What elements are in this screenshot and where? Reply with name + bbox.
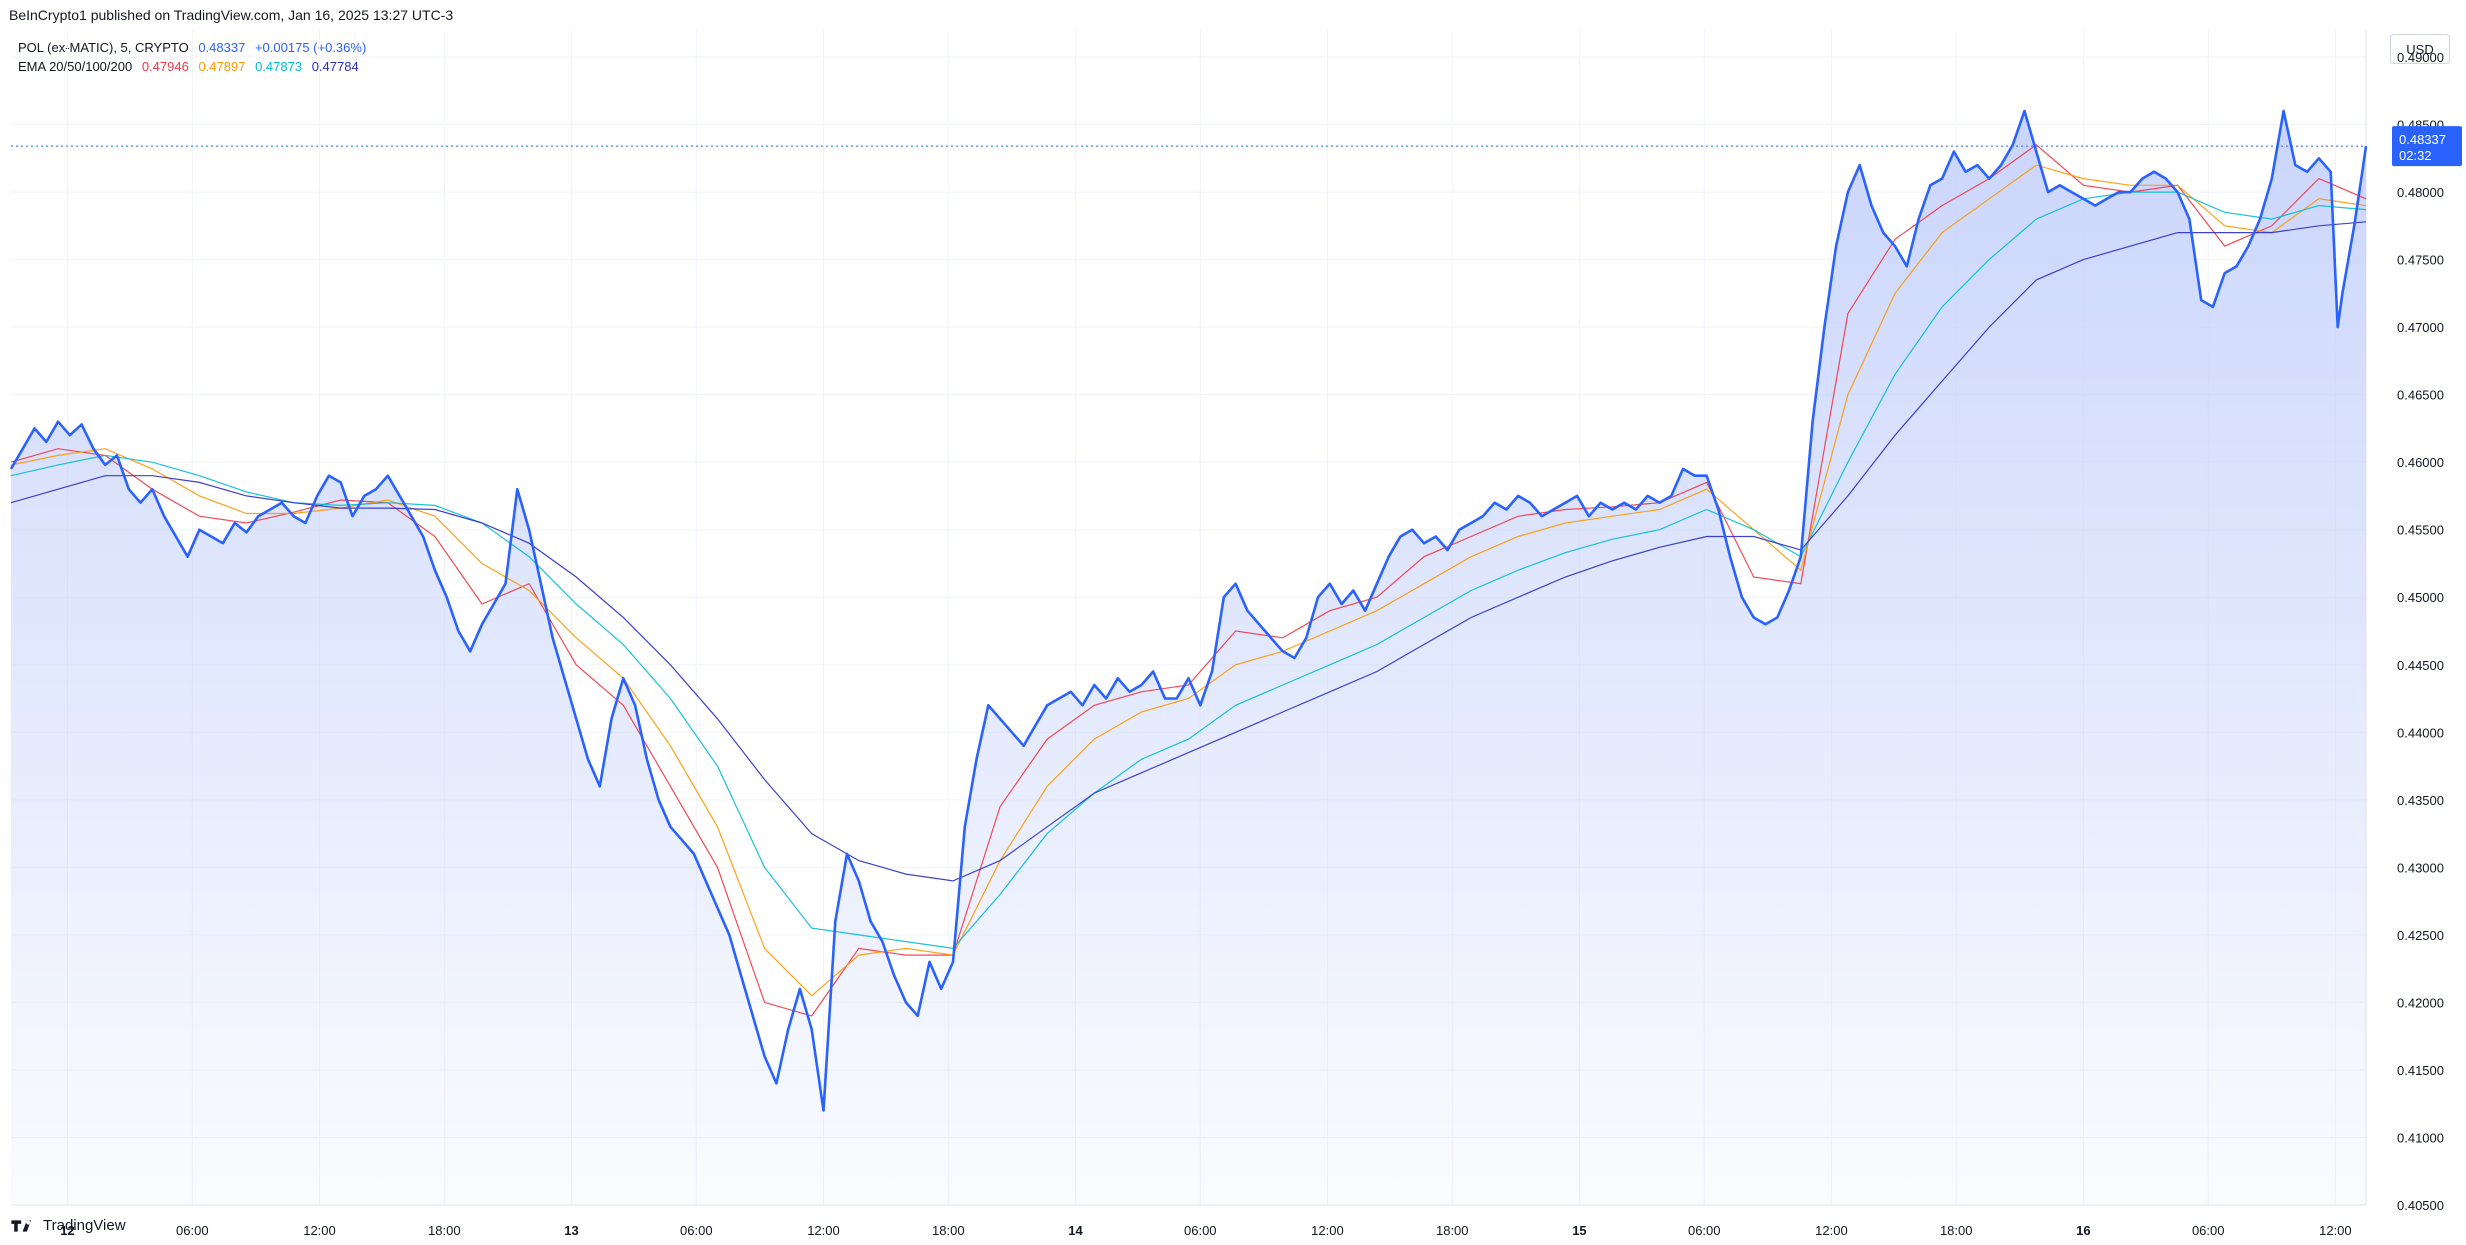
time-tick-label: 06:00 [1184,1223,1217,1238]
price-area [11,111,2366,1205]
time-tick-label: 06:00 [2192,1223,2225,1238]
legend-symbol-row: POL (ex-MATIC), 5, CRYPTO 0.48337 +0.001… [18,38,372,57]
time-tick-label: 18:00 [1436,1223,1469,1238]
price-tick-label: 0.42500 [2397,928,2444,943]
ema20-line [10,144,2367,1017]
price-tick-label: 0.48000 [2397,185,2444,200]
time-tick-label: 18:00 [1940,1223,1973,1238]
price-tick-label: 0.44500 [2397,658,2444,673]
time-tick-label: 12:00 [1311,1223,1344,1238]
legend-ema-row: EMA 20/50/100/200 0.47946 0.47897 0.4787… [18,57,372,76]
ema200-line [10,221,2367,882]
price-line [9,109,2368,1112]
time-tick-label: 12:00 [303,1223,336,1238]
time-tick-label: 06:00 [680,1223,713,1238]
tradingview-logo[interactable]: TradingView [11,1217,126,1234]
price-tick-label: 0.40500 [2397,1198,2444,1213]
price-tag-box [2392,126,2462,167]
tradingview-brand: TradingView [43,1217,126,1234]
ema-label[interactable]: EMA 20/50/100/200 [18,59,133,74]
price-tick-label: 0.46000 [2397,455,2444,470]
price-tick-label: 0.43500 [2397,793,2444,808]
price-tick-label: 0.45500 [2397,523,2444,538]
ema200-value: 0.47784 [311,59,359,74]
time-tick-label: 18:00 [428,1223,461,1238]
time-tick-label: 16 [2076,1223,2090,1238]
price-tick-label: 0.42000 [2397,995,2444,1010]
symbol-label[interactable]: POL (ex-MATIC), 5, CRYPTO [18,40,189,55]
price-tick-label: 0.49000 [2397,50,2444,65]
price-tag-countdown: 02:32 [2399,148,2432,163]
time-tick-label: 12:00 [1815,1223,1848,1238]
ema50-line [10,164,2367,997]
price-change: +0.00175 (+0.36%) [254,40,367,55]
time-tick-label: 18:00 [932,1223,965,1238]
time-tick-label: 14 [1068,1223,1083,1238]
time-tick-label: 12 [60,1223,74,1238]
chart-legend: POL (ex-MATIC), 5, CRYPTO 0.48337 +0.001… [18,38,372,76]
time-tick-label: 06:00 [176,1223,209,1238]
tradingview-icon [11,1219,31,1232]
ema100-value: 0.47873 [255,59,303,74]
price-tick-label: 0.41500 [2397,1063,2444,1078]
time-tick-label: 15 [1572,1223,1586,1238]
time-tick-label: 06:00 [1688,1223,1721,1238]
price-tick-label: 0.41000 [2397,1130,2444,1145]
price-tag-value: 0.48337 [2399,132,2446,147]
price-tick-label: 0.45000 [2397,590,2444,605]
ema50-value: 0.47897 [198,59,246,74]
price-tick-label: 0.46500 [2397,388,2444,403]
price-tick-label: 0.43000 [2397,860,2444,875]
price-tick-label: 0.47000 [2397,320,2444,335]
price-tick-label: 0.47500 [2397,253,2444,268]
published-caption: BeInCrypto1 published on TradingView.com… [9,7,454,23]
last-price: 0.48337 [198,40,246,55]
ema20-value: 0.47946 [141,59,189,74]
time-tick-label: 12:00 [807,1223,840,1238]
time-tick-label: 12:00 [2319,1223,2352,1238]
time-tick-label: 13 [564,1223,578,1238]
currency-button[interactable]: USD [2390,34,2450,64]
price-tick-label: 0.44000 [2397,725,2444,740]
